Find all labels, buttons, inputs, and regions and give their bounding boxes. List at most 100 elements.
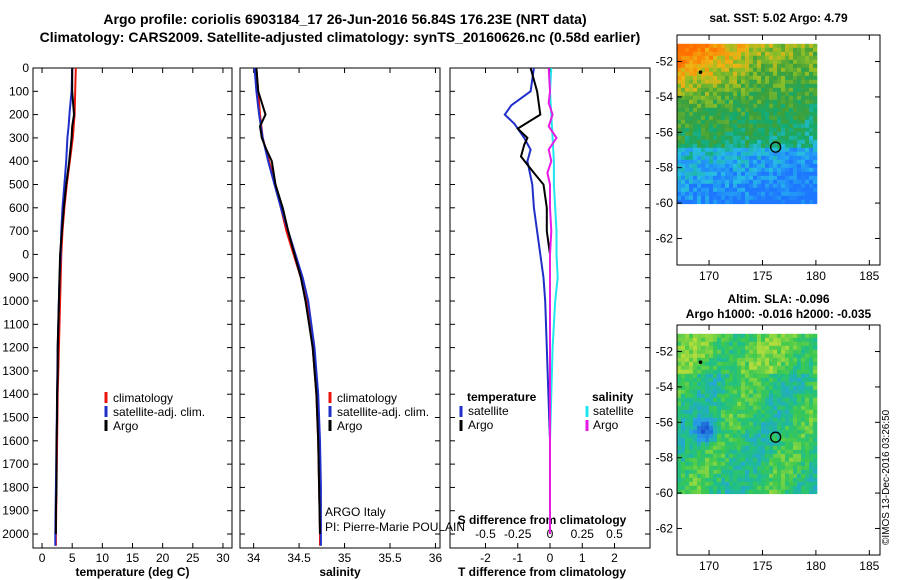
map-cell xyxy=(729,345,734,351)
map-cell xyxy=(729,151,734,157)
map-cell xyxy=(797,171,802,177)
map-cell xyxy=(809,163,814,169)
map-cell xyxy=(745,191,750,197)
map-cell xyxy=(705,397,710,403)
map-cell xyxy=(793,381,798,387)
map-cell xyxy=(721,155,726,161)
map-cell xyxy=(745,123,750,129)
map-cell xyxy=(689,473,694,479)
map-cell xyxy=(745,71,750,77)
map-cell xyxy=(685,191,690,197)
map-cell xyxy=(761,461,766,467)
map-cell xyxy=(721,469,726,475)
map-cell xyxy=(721,409,726,415)
map-cell xyxy=(701,429,706,435)
map-cell xyxy=(809,437,814,443)
map-cell xyxy=(781,445,786,451)
map-cell xyxy=(697,175,702,181)
map-cell xyxy=(693,159,698,165)
map-cell xyxy=(785,437,790,443)
map-cell xyxy=(729,413,734,419)
map-cell xyxy=(769,381,774,387)
map-cell xyxy=(685,131,690,137)
map-cell xyxy=(789,127,794,133)
map-cell xyxy=(717,401,722,407)
map-cell xyxy=(781,401,786,407)
map-cell xyxy=(729,477,734,483)
map-cell xyxy=(705,143,710,149)
map-cell xyxy=(805,147,810,153)
map-cell xyxy=(749,43,754,49)
map-cell xyxy=(749,179,754,185)
map-cell xyxy=(753,345,758,351)
map-cell xyxy=(685,51,690,57)
map-cell xyxy=(749,195,754,201)
map-cell xyxy=(789,453,794,459)
map-cell xyxy=(749,47,754,53)
map-cell xyxy=(809,393,814,399)
map-cell xyxy=(789,139,794,145)
map-cell xyxy=(721,361,726,367)
map-cell xyxy=(761,199,766,205)
map-cell xyxy=(781,139,786,145)
map-cell xyxy=(705,333,710,339)
map-cell xyxy=(809,151,814,157)
map-cell xyxy=(705,429,710,435)
map-cell xyxy=(761,123,766,129)
map-cell xyxy=(705,139,710,145)
map-cell xyxy=(697,115,702,121)
map-cell xyxy=(761,465,766,471)
map-cell xyxy=(773,159,778,165)
map-cell xyxy=(721,333,726,339)
map-cell xyxy=(809,115,814,121)
map-cell xyxy=(689,183,694,189)
map-cell xyxy=(685,83,690,89)
map-cell xyxy=(725,333,730,339)
map-cell xyxy=(689,353,694,359)
map-cell xyxy=(717,457,722,463)
map-x-tick-label: 175 xyxy=(752,269,772,283)
map-cell xyxy=(777,139,782,145)
map-cell xyxy=(769,83,774,89)
map-cell xyxy=(693,357,698,363)
map-cell xyxy=(697,369,702,375)
map-cell xyxy=(753,99,758,105)
map-cell xyxy=(713,477,718,483)
map-cell xyxy=(721,51,726,57)
map-cell xyxy=(805,485,810,491)
map-cell xyxy=(797,413,802,419)
map-cell xyxy=(701,99,706,105)
map-cell xyxy=(709,465,714,471)
map-cell xyxy=(813,473,818,479)
map-cell xyxy=(793,429,798,435)
map-cell xyxy=(813,489,818,495)
map-cell xyxy=(813,135,818,141)
map-cell xyxy=(729,187,734,193)
map-cell xyxy=(813,437,818,443)
map-cell xyxy=(785,365,790,371)
map-cell xyxy=(757,43,762,49)
map-cell xyxy=(677,191,682,197)
map-cell xyxy=(765,167,770,173)
x-tick-label: 34 xyxy=(247,551,261,565)
map-cell xyxy=(769,485,774,491)
map-cell xyxy=(685,337,690,343)
map-cell xyxy=(769,429,774,435)
map-cell xyxy=(701,87,706,93)
map-cell xyxy=(785,353,790,359)
map-cell xyxy=(705,345,710,351)
map-cell xyxy=(729,337,734,343)
map-cell xyxy=(745,473,750,479)
map-cell xyxy=(701,425,706,431)
map-cell xyxy=(745,373,750,379)
profile-position-marker xyxy=(769,141,782,153)
map-y-tick-label: -60 xyxy=(656,196,674,210)
map-cell xyxy=(709,43,714,49)
map-cell xyxy=(737,59,742,65)
map-cell xyxy=(785,135,790,141)
map-cell xyxy=(805,473,810,479)
legend-label: satellite-adj. clim. xyxy=(113,405,205,419)
map-cell xyxy=(809,91,814,97)
map-cell xyxy=(717,333,722,339)
